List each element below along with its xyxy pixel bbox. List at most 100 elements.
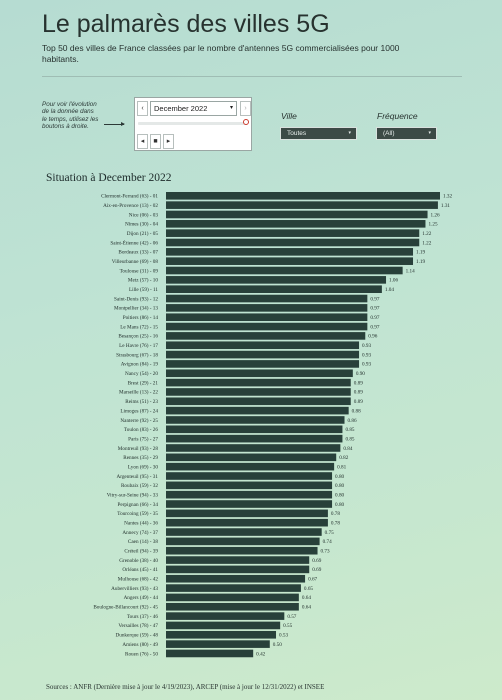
value-label: 0.78 (331, 511, 340, 517)
value-label: 0.85 (345, 427, 354, 433)
category-label: Besançon (25) - 16 (118, 333, 158, 340)
value-label: 0.73 (321, 549, 330, 555)
category-label: Amiens (80) - 49 (122, 641, 158, 648)
category-label: Metz (57) - 10 (128, 277, 159, 284)
date-slider-track[interactable] (138, 122, 246, 125)
bar[interactable] (166, 285, 382, 293)
bar[interactable] (166, 397, 351, 406)
bar[interactable] (166, 546, 318, 555)
bar[interactable] (166, 472, 333, 480)
bar[interactable] (166, 238, 420, 247)
bar[interactable] (166, 528, 322, 536)
bar[interactable] (166, 649, 254, 658)
value-label: 0.88 (352, 408, 361, 414)
category-label: Annecy (74) - 37 (122, 529, 158, 536)
bar[interactable] (166, 462, 335, 471)
bar[interactable] (166, 593, 299, 602)
sources-note: Sources : ANFR (Dernière mise à jour le … (46, 683, 325, 691)
bar[interactable] (166, 434, 343, 443)
bar[interactable] (166, 378, 351, 387)
value-label: 0.78 (331, 521, 340, 527)
value-label: 1.19 (416, 259, 425, 265)
bar[interactable] (166, 509, 328, 518)
bar[interactable] (166, 406, 349, 415)
category-label: Montreuil (93) - 28 (118, 445, 159, 452)
bar[interactable] (166, 341, 360, 350)
bar[interactable] (166, 304, 368, 312)
bar[interactable] (166, 313, 368, 322)
chevron-down-icon: ▾ (428, 130, 431, 136)
bar[interactable] (166, 444, 341, 452)
category-label: Brest (29) - 21 (128, 379, 159, 386)
bar[interactable] (166, 192, 440, 200)
bar[interactable] (166, 388, 351, 396)
bar[interactable] (166, 369, 353, 378)
date-select[interactable]: December 2022 ▾ (150, 101, 237, 116)
ville-filter-select[interactable]: Toutes ▾ (280, 127, 357, 140)
frequence-filter-select[interactable]: (All) ▾ (376, 127, 437, 140)
value-label: 0.80 (335, 502, 344, 508)
bar[interactable] (166, 360, 360, 368)
bar[interactable] (166, 574, 306, 583)
value-label: 0.97 (370, 315, 379, 321)
bar[interactable] (166, 322, 368, 331)
value-label: 0.81 (337, 464, 346, 470)
category-label: Versailles (78) - 47 (118, 622, 158, 629)
value-label: 0.67 (308, 577, 317, 583)
bar[interactable] (166, 518, 328, 527)
bar[interactable] (166, 201, 438, 209)
value-label: 1.06 (389, 278, 398, 284)
category-label: Le Mans (72) - 15 (120, 323, 158, 330)
bar[interactable] (166, 612, 285, 620)
bar[interactable] (166, 350, 360, 359)
category-label: Avignon (84) - 19 (121, 361, 159, 368)
value-label: 1.26 (431, 212, 440, 218)
bar[interactable] (166, 276, 387, 284)
category-label: Dunkerque (59) - 48 (116, 632, 159, 639)
bar[interactable] (166, 229, 420, 237)
bar[interactable] (166, 416, 345, 424)
bar[interactable] (166, 257, 414, 265)
previous-date-button[interactable]: ‹ (137, 101, 148, 116)
bar[interactable] (166, 490, 333, 499)
bar[interactable] (166, 220, 426, 228)
bar[interactable] (166, 453, 337, 462)
category-label: Caen (14) - 38 (128, 538, 159, 545)
category-label: Lyon (69) - 30 (128, 463, 159, 470)
chevron-down-icon: ▾ (348, 130, 351, 136)
play-backward-button[interactable]: ◂ (137, 134, 148, 149)
bar[interactable] (166, 248, 414, 256)
bar[interactable] (166, 332, 366, 340)
bar[interactable] (166, 210, 428, 219)
bar[interactable] (166, 640, 270, 648)
date-slider-handle[interactable] (243, 119, 249, 125)
category-label: Tourcoing (59) - 35 (117, 510, 158, 517)
category-label: Aubervilliers (93) - 43 (111, 585, 158, 592)
bar[interactable] (166, 537, 320, 546)
bar[interactable] (166, 630, 277, 639)
value-label: 1.25 (428, 222, 437, 228)
bar[interactable] (166, 565, 310, 574)
category-label: Toulon (83) - 26 (124, 426, 158, 433)
value-label: 0.85 (345, 436, 354, 442)
value-label: 0.65 (304, 586, 313, 592)
bar[interactable] (166, 621, 281, 630)
bar[interactable] (166, 425, 343, 434)
bar[interactable] (166, 294, 368, 303)
category-label: Mulhouse (68) - 42 (118, 576, 159, 583)
bar[interactable] (166, 556, 310, 564)
value-label: 0.75 (325, 530, 334, 536)
bar[interactable] (166, 500, 333, 508)
stop-button[interactable]: ■ (150, 134, 161, 149)
category-label: Lille (59) - 11 (129, 286, 158, 293)
category-label: Rennes (35) - 29 (123, 454, 158, 461)
bar[interactable] (166, 481, 333, 490)
value-label: 0.53 (279, 633, 288, 639)
bar[interactable] (166, 602, 299, 611)
chevron-down-icon: ▾ (229, 105, 233, 111)
next-date-button[interactable]: › (240, 101, 251, 116)
play-forward-button[interactable]: ▸ (163, 134, 174, 149)
value-label: 0.84 (343, 446, 352, 452)
bar[interactable] (166, 266, 403, 275)
bar[interactable] (166, 584, 301, 592)
